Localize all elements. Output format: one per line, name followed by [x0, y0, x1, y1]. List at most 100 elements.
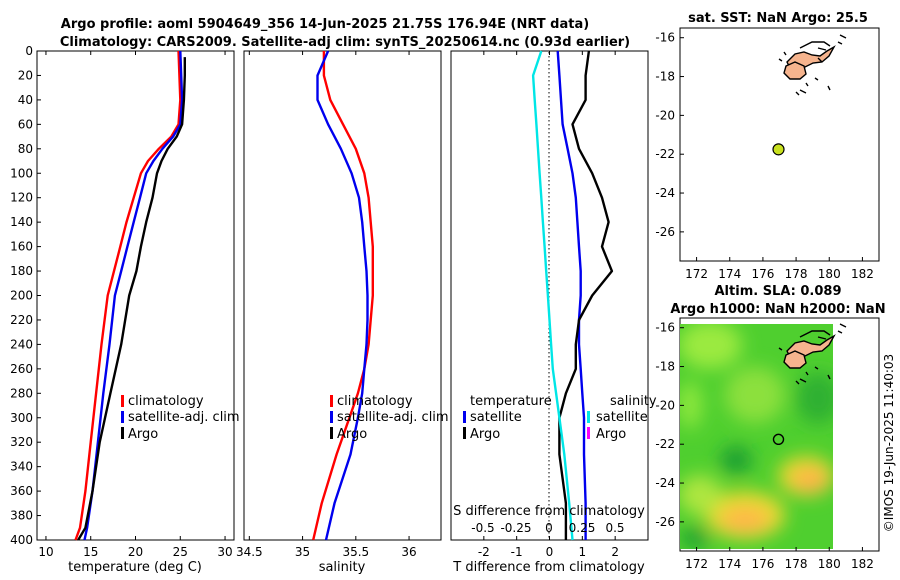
salinity-legend: climatology satellite-adj. clim Argo: [330, 394, 449, 442]
imos-credit: ©IMOS 19-Jun-2025 11:40:03: [882, 354, 896, 532]
lon-tick-label: 176: [751, 557, 774, 571]
legend-swatch-t-satellite: [463, 411, 466, 423]
legend-argo: Argo: [337, 427, 367, 442]
temperature-legend: climatology satellite-adj. clim Argo: [121, 394, 240, 442]
legend-t-satellite: satellite: [470, 410, 522, 425]
legend-swatch-argo: [330, 427, 333, 439]
lat-tick-label: -16: [655, 321, 675, 335]
salinity-xlabel: salinity: [319, 560, 366, 575]
title-line-2: Climatology: CARS2009. Satellite-adj cli…: [60, 35, 630, 50]
legend-satellite: satellite-adj. clim: [128, 410, 240, 425]
y-tick-label: 260: [10, 362, 33, 376]
lon-tick-label: 174: [718, 267, 741, 281]
lon-tick-label: 182: [851, 267, 874, 281]
y-tick-label: 100: [10, 166, 33, 180]
legend-swatch-t-argo: [463, 427, 466, 439]
lon-tick-label: 178: [785, 557, 808, 571]
y-tick-label: 80: [18, 142, 33, 156]
argo-location-marker: [772, 433, 785, 446]
y-tick-label: 340: [10, 460, 33, 474]
s-difference-ticks: -0.5 -0.25 0 0.25 0.5: [471, 521, 624, 535]
series-line-climatology: [74, 50, 182, 541]
lon-tick-label: 178: [785, 267, 808, 281]
legend-swatch-climatology: [121, 395, 124, 407]
legend-title-temperature: temperature: [470, 394, 552, 409]
series-line-s-satellite: [531, 50, 574, 541]
temperature-lines: [74, 50, 187, 541]
lat-tick-label: -18: [655, 70, 675, 84]
x-tick-label: 35.5: [342, 545, 369, 559]
s-difference-label: S difference from climatology: [453, 504, 645, 519]
difference-lines: [531, 50, 614, 541]
y-tick-label: 0: [25, 44, 33, 58]
series-line-t-satellite: [556, 50, 587, 540]
sla-map-title-2: Argo h1000: NaN h2000: NaN: [670, 302, 885, 317]
legend-s-satellite: satellite: [596, 410, 648, 425]
legend-t-argo: Argo: [470, 427, 500, 442]
x-tick-label: 1: [579, 545, 587, 559]
lat-tick-label: -16: [655, 31, 675, 45]
y-tick-label: 200: [10, 289, 33, 303]
legend-swatch-s-satellite: [587, 411, 590, 423]
y-tick-label: 160: [10, 240, 33, 254]
small-islands: [778, 34, 847, 96]
x-tick-label: -2: [478, 545, 490, 559]
sla-map-ticks: 172 174 176 178 180 182 -16 -18 -20 -22 -24 -26: [655, 321, 873, 571]
x-tick-label: 30: [217, 545, 232, 559]
series-line-satellite-adj-clim: [316, 50, 369, 541]
salinity-lines: [312, 50, 374, 541]
legend-climatology: climatology: [128, 394, 204, 409]
x-tick-label: 20: [128, 545, 143, 559]
lon-tick-label: 174: [718, 557, 741, 571]
argo-location-marker: [772, 143, 785, 156]
island-viti-levu: [783, 61, 807, 80]
lon-tick-label: 172: [685, 557, 708, 571]
y-tick-label: 60: [18, 117, 33, 131]
lat-tick-label: -24: [655, 186, 675, 200]
x-tick-label: -1: [511, 545, 523, 559]
series-line-satellite-adj-clim: [83, 50, 184, 541]
salinity-tick-labels: 34.5 35 35.5 36: [236, 51, 417, 559]
sla-map-title-1: Altim. SLA: 0.089: [715, 284, 842, 299]
lat-tick-label: -18: [655, 360, 675, 374]
x-tick-label: 15: [83, 545, 98, 559]
s-tick: -0.25: [500, 521, 531, 535]
fiji-islands: [778, 323, 847, 385]
series-line-argo: [77, 57, 187, 541]
temperature-axes: [36, 50, 235, 541]
y-tick-label: 20: [18, 68, 33, 82]
sst-map-title: sat. SST: NaN Argo: 25.5: [688, 11, 868, 26]
y-tick-label: 120: [10, 191, 33, 205]
sla-map: Altim. SLA: 0.089 Argo h1000: NaN h2000:…: [655, 284, 885, 571]
x-tick-label: 10: [38, 545, 53, 559]
lon-tick-label: 180: [818, 267, 841, 281]
legend-swatch-climatology: [330, 395, 333, 407]
y-tick-label: 140: [10, 215, 33, 229]
y-tick-label: 360: [10, 484, 33, 498]
lat-tick-label: -20: [655, 398, 675, 412]
x-tick-label: 36: [401, 545, 416, 559]
s-tick: 0.25: [569, 521, 596, 535]
lon-tick-label: 172: [685, 267, 708, 281]
legend-title-salinity: salinity: [610, 394, 657, 409]
t-difference-tick-labels: -2 -1 0 1 2: [478, 51, 619, 559]
legend-s-argo: Argo: [596, 427, 626, 442]
lat-tick-label: -26: [655, 515, 675, 529]
sst-map: sat. SST: NaN Argo: 25.5 172 174 176 178 180…: [655, 11, 880, 281]
difference-panel: -2 -1 0 1 2 S difference from climatology -0…: [450, 50, 657, 575]
y-tick-label: 220: [10, 313, 33, 327]
legend-swatch-argo: [121, 427, 124, 439]
temperature-panel: 0 20 40 60 80 100 120 140 160 180 200 220 240 260 280 3…: [10, 44, 240, 575]
lat-tick-label: -22: [655, 437, 675, 451]
lon-tick-label: 182: [851, 557, 874, 571]
difference-legend: temperature satellite Argo salinity sate…: [463, 394, 657, 442]
series-line-climatology: [312, 51, 374, 541]
s-tick: -0.5: [471, 521, 494, 535]
x-tick-label: 25: [173, 545, 188, 559]
fiji-islands: [778, 34, 847, 96]
x-tick-label: 35: [295, 545, 310, 559]
y-tick-label: 280: [10, 386, 33, 400]
t-difference-label: T difference from climatology: [452, 560, 645, 575]
legend-climatology: climatology: [337, 394, 413, 409]
